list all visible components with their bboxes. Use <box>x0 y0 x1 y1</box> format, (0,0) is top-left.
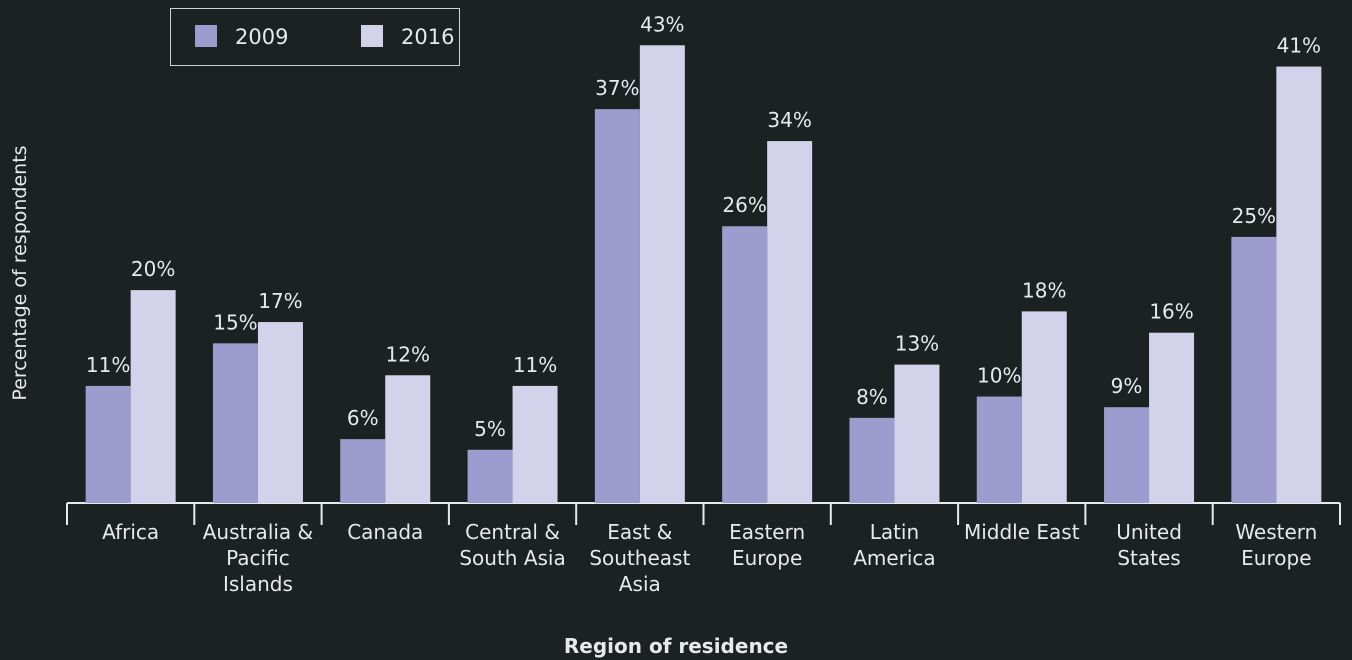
x-tick-label: Western Europe <box>1235 520 1318 570</box>
value-label: 25% <box>1232 204 1276 228</box>
legend-item: 2016 <box>361 25 454 49</box>
bar <box>1104 407 1150 503</box>
x-tick-label: Middle East <box>963 520 1080 544</box>
value-label: 16% <box>1149 300 1193 324</box>
value-label: 18% <box>1022 278 1066 302</box>
value-label: 41% <box>1277 34 1321 58</box>
value-label: 17% <box>258 289 302 313</box>
bar <box>257 322 303 503</box>
x-tick-label: Africa <box>102 520 160 544</box>
bar <box>767 141 813 504</box>
value-label: 10% <box>977 364 1021 388</box>
x-tick-label: Central & South Asia <box>459 520 566 570</box>
legend-swatch <box>195 25 217 47</box>
x-axis-title: Region of residence <box>563 634 789 658</box>
value-label: 34% <box>767 108 811 132</box>
legend-label: 2009 <box>235 25 289 49</box>
legend-label: 2016 <box>401 25 455 49</box>
bar <box>639 45 685 504</box>
bar <box>894 364 940 503</box>
x-tick-label: Australia & Pacific Islands <box>202 520 314 596</box>
bar <box>1276 66 1322 504</box>
bar <box>212 343 258 503</box>
bar <box>385 375 431 503</box>
value-label: 6% <box>347 406 379 430</box>
value-label: 15% <box>213 310 257 334</box>
value-label: 37% <box>595 76 639 100</box>
value-label: 5% <box>474 417 506 441</box>
x-tick-label: Canada <box>347 520 424 544</box>
bar <box>1231 236 1277 503</box>
y-axis-title: Percentage of respondents <box>9 145 31 401</box>
value-label: 43% <box>640 12 684 36</box>
value-label: 13% <box>895 332 939 356</box>
bar <box>130 290 176 503</box>
legend: 2009 2016 <box>170 8 460 66</box>
value-label: 11% <box>86 353 130 377</box>
bar <box>340 439 386 503</box>
bar <box>85 385 131 503</box>
bar <box>594 109 640 504</box>
bar <box>467 449 513 503</box>
bar <box>849 417 895 503</box>
bar <box>1021 311 1067 503</box>
value-label: 8% <box>856 385 888 409</box>
x-tick-label: Latin America <box>853 520 936 570</box>
x-tick-label: United States <box>1116 520 1182 570</box>
legend-swatch <box>361 25 383 47</box>
bar <box>976 396 1022 503</box>
value-label: 20% <box>131 257 175 281</box>
bar <box>512 385 558 503</box>
value-label: 9% <box>1111 374 1143 398</box>
x-tick-label: Eastern Europe <box>729 520 806 570</box>
bar <box>1149 332 1195 503</box>
x-tick-label: East & Southeast Asia <box>589 520 691 596</box>
value-label: 26% <box>722 193 766 217</box>
legend-item: 2009 <box>195 25 288 49</box>
value-label: 11% <box>513 353 557 377</box>
value-label: 12% <box>386 342 430 366</box>
bar <box>722 226 768 503</box>
